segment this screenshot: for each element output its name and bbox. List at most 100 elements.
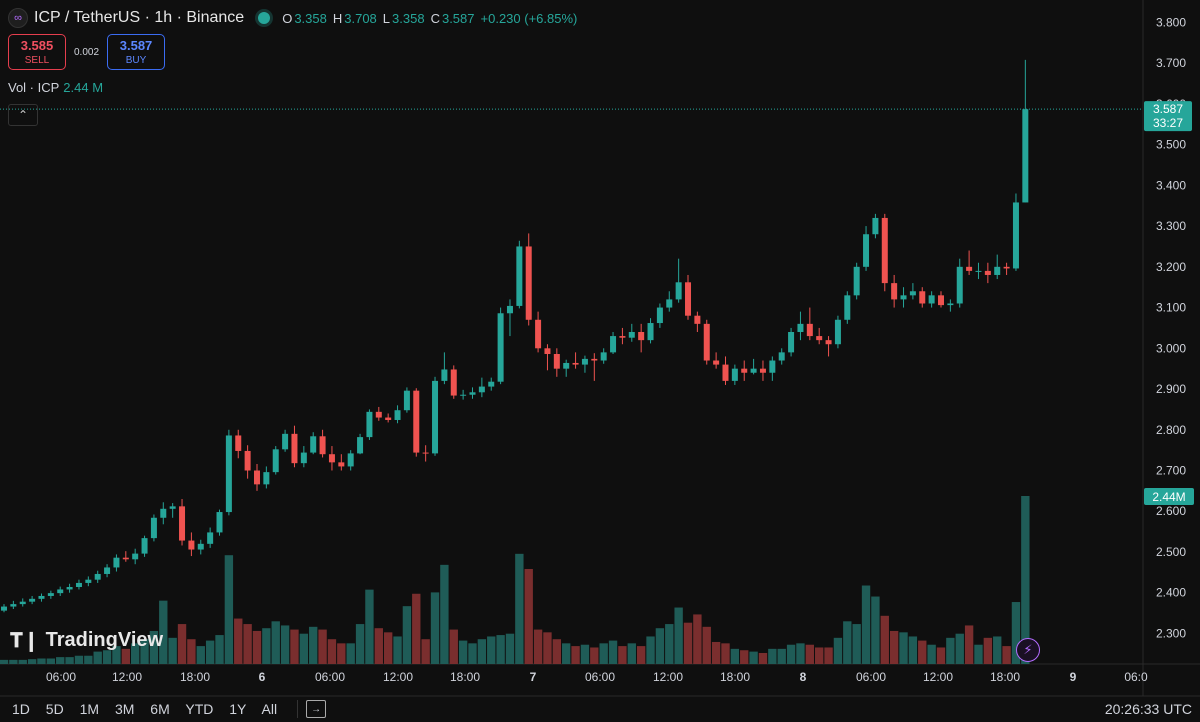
- volume-bar: [130, 643, 140, 664]
- volume-bar: [430, 592, 440, 664]
- price-tick-label: 3.700: [1156, 56, 1186, 70]
- price-tick-label: 3.500: [1156, 138, 1186, 152]
- candle-body: [113, 557, 120, 568]
- volume-bar: [449, 629, 458, 664]
- range-1y[interactable]: 1Y: [229, 701, 247, 717]
- icp-logo-icon: ∞: [8, 8, 28, 28]
- range-1m[interactable]: 1M: [79, 701, 100, 717]
- buy-label: BUY: [125, 55, 147, 66]
- volume-bar: [927, 644, 936, 664]
- calendar-goto-icon[interactable]: →: [306, 700, 327, 718]
- volume-bar: [983, 637, 993, 664]
- candle-body: [891, 283, 898, 300]
- volume-bar: [815, 647, 824, 664]
- volume-bar: [1011, 602, 1021, 664]
- candle-body: [628, 332, 635, 338]
- buy-button[interactable]: 3.587 BUY: [107, 34, 166, 70]
- lightning-icon[interactable]: ⚡: [1016, 638, 1040, 662]
- candle-body: [469, 392, 476, 395]
- volume-bar: [412, 593, 421, 664]
- candle-body: [357, 437, 364, 454]
- candle-body: [553, 353, 560, 369]
- candle-body: [85, 579, 92, 583]
- candle-body: [975, 270, 982, 272]
- volume-bar: [421, 639, 430, 664]
- volume-bar: [74, 655, 84, 664]
- candle-body: [834, 319, 841, 345]
- candle-body: [966, 266, 973, 271]
- candle-body: [450, 369, 457, 396]
- candle-body: [703, 323, 710, 361]
- range-3m[interactable]: 3M: [114, 701, 135, 717]
- ohlc-high-key: H: [332, 10, 343, 26]
- volume-bar: [843, 621, 852, 664]
- time-tick-label: 06:00: [856, 670, 886, 684]
- volume-legend[interactable]: Vol · ICP 2.44 M: [8, 80, 103, 95]
- collapse-legend-button[interactable]: ⌃: [8, 104, 38, 126]
- volume-bar: [543, 632, 552, 664]
- candle-body: [881, 217, 888, 284]
- volume-bar: [580, 644, 590, 664]
- volume-bar: [262, 628, 271, 664]
- volume-bar: [599, 643, 608, 664]
- candle-body: [572, 362, 579, 365]
- range-1d[interactable]: 1D: [12, 701, 30, 717]
- volume-bar: [571, 646, 580, 664]
- volume-bar: [27, 659, 37, 664]
- candle-body: [150, 517, 157, 539]
- utc-clock[interactable]: 20:26:33 UTC: [1104, 701, 1192, 717]
- volume-bar: [636, 646, 646, 664]
- candle-body: [10, 604, 17, 607]
- range-5d[interactable]: 5D: [45, 701, 64, 717]
- candle-body: [825, 340, 832, 345]
- sell-label: SELL: [24, 55, 50, 66]
- time-tick-label: 18:00: [450, 670, 480, 684]
- bottom-toolbar: 1D 5D 1M 3M 6M YTD 1Y All → 20:26:33 UTC: [0, 696, 1200, 722]
- time-tick-label: 12:00: [923, 670, 953, 684]
- volume-bar: [515, 553, 524, 664]
- sell-button[interactable]: 3.585 SELL: [8, 34, 66, 70]
- volume-bar: [458, 640, 468, 664]
- price-tick-label: 2.500: [1156, 545, 1186, 559]
- candle-body: [263, 472, 270, 485]
- volume-bar: [468, 643, 477, 664]
- volume-bar: [749, 651, 758, 664]
- candle-body: [291, 433, 298, 464]
- volume-bar: [271, 621, 280, 664]
- volume-bar: [777, 648, 786, 664]
- volume-bar: [880, 615, 889, 664]
- symbol-title[interactable]: ICP / TetherUS · 1h · Binance: [34, 9, 245, 26]
- ohlc-close-value: 3.587: [441, 10, 475, 26]
- volume-bar: [730, 648, 740, 664]
- candle-body: [600, 352, 607, 361]
- range-ytd[interactable]: YTD: [185, 701, 214, 717]
- countdown-tag: 33:27: [1153, 116, 1183, 130]
- market-status-icon[interactable]: [258, 12, 271, 24]
- volume-bar: [871, 596, 880, 664]
- time-tick-label: 06:0: [1124, 670, 1148, 684]
- last-price-tag: [1144, 101, 1192, 132]
- candle-body: [1022, 109, 1029, 203]
- volume-bar: [243, 624, 252, 664]
- volume-bar: [440, 564, 449, 664]
- price-tick-label: 2.400: [1156, 586, 1186, 600]
- range-6m[interactable]: 6M: [150, 701, 170, 717]
- tradingview-logo-icon: 𝐓❙: [10, 630, 40, 652]
- volume-bar: [84, 655, 93, 664]
- range-all[interactable]: All: [261, 701, 278, 717]
- candle-body: [216, 512, 223, 533]
- candle-body: [300, 452, 307, 464]
- candle-body: [731, 368, 738, 381]
- volume-bar: [93, 651, 102, 664]
- price-tick-label: 3.100: [1156, 301, 1186, 315]
- candle-body: [610, 336, 617, 353]
- candle-body: [328, 454, 335, 463]
- volume-bar: [477, 639, 487, 664]
- candle-body: [984, 270, 991, 275]
- volume-bar: [702, 626, 711, 664]
- candle-body: [197, 543, 204, 550]
- volume-bar: [627, 643, 636, 664]
- time-tick-label: 12:00: [383, 670, 413, 684]
- buy-price: 3.587: [119, 38, 153, 53]
